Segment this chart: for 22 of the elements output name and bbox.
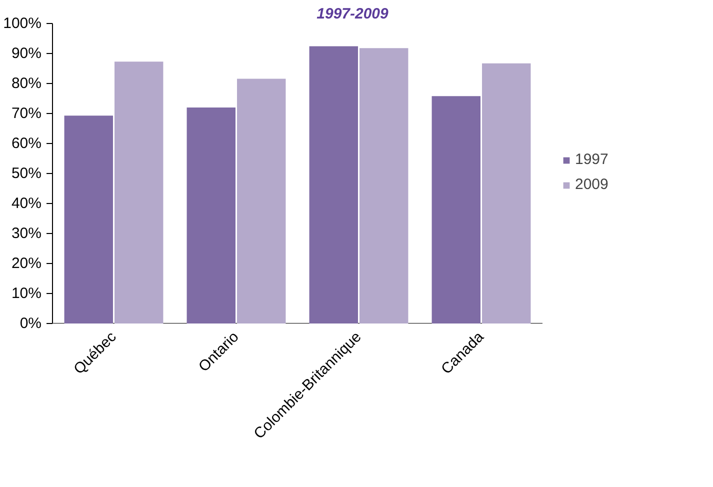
chart-title: 1997-2009 [316, 6, 390, 22]
y-tick-label: 40% [11, 195, 42, 212]
y-tick-label: 100% [3, 15, 42, 32]
bar [360, 48, 408, 324]
y-tick-label: 70% [11, 105, 42, 122]
bar [237, 78, 286, 324]
y-tick-label: 20% [11, 255, 42, 272]
legend-label: 2009 [575, 176, 608, 193]
y-tick-label: 30% [11, 225, 42, 242]
y-tick-label: 50% [11, 165, 42, 182]
y-tick-label: 0% [20, 315, 42, 332]
bar [309, 46, 358, 324]
legend-label: 1997 [575, 151, 608, 168]
bar [482, 63, 531, 324]
bar [114, 62, 164, 324]
bar [64, 116, 113, 324]
y-tick-label: 90% [11, 45, 42, 62]
bar [186, 108, 236, 324]
y-tick-label: 80% [11, 75, 42, 92]
bar [432, 96, 480, 324]
y-tick-label: 10% [11, 285, 42, 302]
y-tick-label: 60% [11, 135, 42, 152]
